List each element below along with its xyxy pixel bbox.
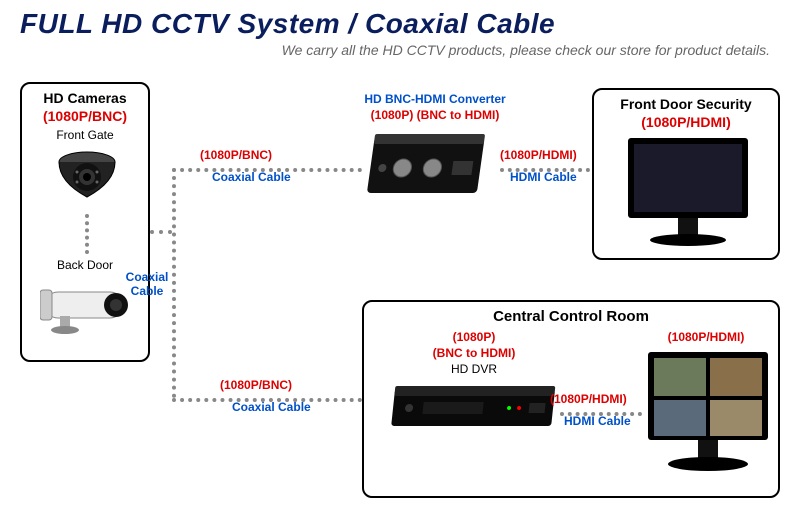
vertical-coax-line [172,168,176,398]
vertical-coax-label: Coaxial Cable [122,270,172,298]
hd-cameras-title: HD Cameras [22,90,148,106]
lower-coax-label: Coaxial Cable [232,400,311,414]
front-door-title: Front Door Security [594,96,778,112]
front-gate-label: Front Gate [22,128,148,142]
camera-inner-line [85,214,89,254]
control-room-box: Central Control Room (1080P) (BNC to HDM… [362,300,780,498]
control-monitor-icon [644,348,772,478]
front-door-spec: (1080P/HDMI) [594,114,778,130]
hd-cameras-spec: (1080P/BNC) [22,108,148,124]
converter-title: HD BNC-HDMI Converter [350,92,520,106]
page-title: FULL HD CCTV System / Coaxial Cable [0,0,800,40]
inner-hdmi-label: HDMI Cable [564,414,631,428]
control-room-title: Central Control Room [364,308,778,325]
lower-coax-spec: (1080P/BNC) [220,378,292,392]
dvr-label: HD DVR [404,362,544,376]
front-door-monitor-icon [624,134,752,252]
page-subtitle: We carry all the HD CCTV products, pleas… [0,40,800,58]
dvr-spec2: (BNC to HDMI) [404,346,544,360]
upper-coax-spec: (1080P/BNC) [200,148,272,162]
converter-icon [358,128,498,206]
upper-hdmi-spec: (1080P/HDMI) [500,148,577,162]
camera-stub-line [150,230,172,234]
hd-cameras-box: HD Cameras (1080P/BNC) Front Gate Back D… [20,82,150,362]
dvr-icon [382,380,562,440]
dome-camera-icon [52,142,122,212]
upper-coax-label: Coaxial Cable [212,170,291,184]
upper-hdmi-label: HDMI Cable [510,170,577,184]
inner-hdmi-spec: (1080P/HDMI) [550,392,627,406]
converter-spec: (1080P) (BNC to HDMI) [350,108,520,122]
dvr-spec1: (1080P) [404,330,544,344]
front-door-box: Front Door Security (1080P/HDMI) [592,88,780,260]
control-monitor-spec: (1080P/HDMI) [646,330,766,344]
